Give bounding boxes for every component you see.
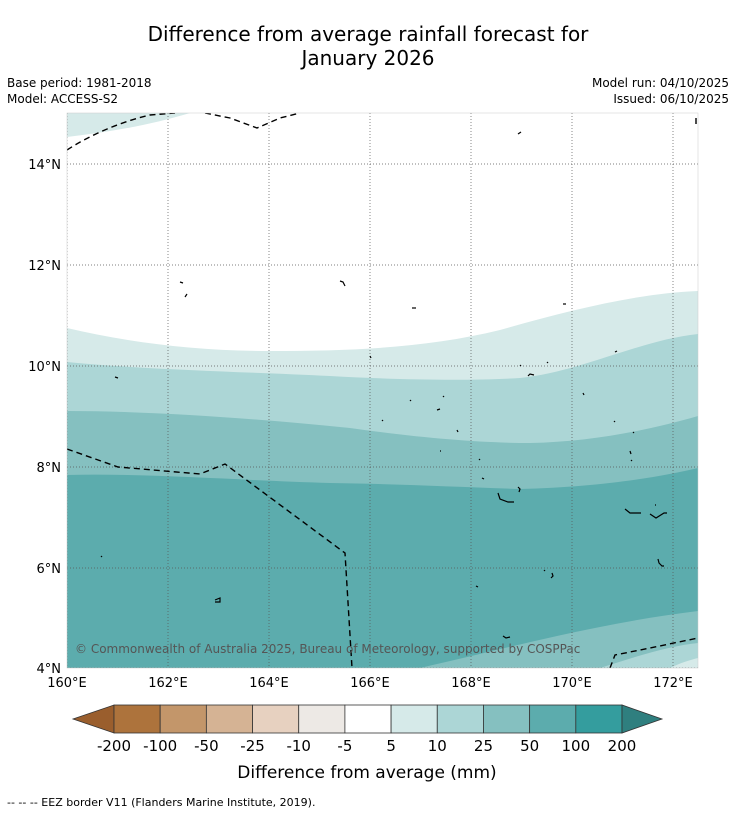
chart-title: Difference from average rainfall forecas… — [0, 22, 736, 70]
title-line-1: Difference from average rainfall forecas… — [147, 22, 589, 46]
map-frame — [66, 112, 699, 669]
meta-right: Model run: 04/10/2025 Issued: 06/10/2025 — [592, 75, 729, 107]
colorbar-boxes — [113, 704, 623, 734]
lon-label-168e: 168°E — [451, 676, 491, 691]
colorbar-box — [205, 704, 253, 734]
model-name: Model: ACCESS-S2 — [7, 92, 119, 106]
map-panel — [67, 113, 698, 668]
colorbar-tick-label: -200 — [97, 737, 131, 755]
meta-left: Base period: 1981-2018 Model: ACCESS-S2 — [7, 75, 152, 107]
colorbar-box — [113, 704, 161, 734]
lon-label-172e: 172°E — [653, 676, 693, 691]
lon-label-170e: 170°E — [552, 676, 592, 691]
colorbar-labels: -200 -100 -50 -25 -10 -5 5 10 25 50 100 200 — [97, 737, 636, 755]
lat-label-14n: 14°N — [28, 158, 61, 173]
eez-footnote: -- -- -- EEZ border V11 (Flanders Marine… — [7, 796, 316, 809]
colorbar-tick-label: -100 — [143, 737, 177, 755]
lat-label-10n: 10°N — [28, 360, 61, 375]
colorbar-tick-label: 100 — [561, 737, 590, 755]
colorbar-tick-label: -50 — [194, 737, 219, 755]
lat-label-12n: 12°N — [28, 259, 61, 274]
colorbar-tick-label: -25 — [240, 737, 265, 755]
lat-ticks: 4°N 6°N 8°N 10°N 12°N 14°N — [28, 158, 61, 677]
colorbar-box — [529, 704, 577, 734]
gridlines — [67, 113, 698, 668]
colorbar-box — [159, 704, 207, 734]
lon-label-166e: 166°E — [350, 676, 390, 691]
colorbar-tick-label: -5 — [337, 737, 352, 755]
colorbar-tick-label: -10 — [286, 737, 311, 755]
base-period: Base period: 1981-2018 — [7, 76, 152, 90]
colorbar-box — [483, 704, 531, 734]
lon-label-160e: 160°E — [47, 676, 87, 691]
colorbar-box — [252, 704, 300, 734]
colorbar-box — [575, 704, 623, 734]
contour-nw-5-10 — [67, 113, 190, 137]
colorbar-tick-label: 50 — [520, 737, 539, 755]
colorbar-tick-label: 200 — [608, 737, 637, 755]
lon-ticks: 160°E 162°E 164°E 166°E 168°E 170°E 172°… — [47, 676, 693, 691]
lat-label-6n: 6°N — [37, 562, 62, 577]
contour-se-10-25 — [600, 643, 698, 668]
colorbar-box — [298, 704, 346, 734]
colorbar-box — [436, 704, 484, 734]
colorbar-tick-label: 10 — [428, 737, 447, 755]
colorbar-box — [344, 704, 392, 734]
colorbar-low-arrow — [71, 704, 115, 734]
lon-label-164e: 164°E — [249, 676, 289, 691]
colorbar-high-arrow — [621, 704, 664, 734]
lat-label-4n: 4°N — [37, 662, 62, 677]
issued-date: Issued: 06/10/2025 — [613, 92, 729, 106]
colorbar-box — [390, 704, 438, 734]
islands — [100, 131, 667, 639]
colorbar: -200 -100 -50 -25 -10 -5 5 10 25 50 100 200 Differe… — [71, 704, 664, 783]
lon-label-162e: 162°E — [148, 676, 188, 691]
contour-se-5-10 — [670, 658, 698, 668]
colorbar-tick-label: 5 — [386, 737, 396, 755]
colorbar-title: Difference from average (mm) — [237, 763, 496, 783]
title-line-2: January 2026 — [301, 46, 435, 70]
model-run: Model run: 04/10/2025 — [591, 76, 729, 90]
copyright-text: © Commonwealth of Australia 2025, Bureau… — [75, 642, 580, 656]
lat-label-8n: 8°N — [37, 461, 62, 476]
eez-borders — [67, 113, 698, 668]
contour-se-25-50 — [420, 611, 698, 668]
colorbar-tick-label: 25 — [474, 737, 493, 755]
